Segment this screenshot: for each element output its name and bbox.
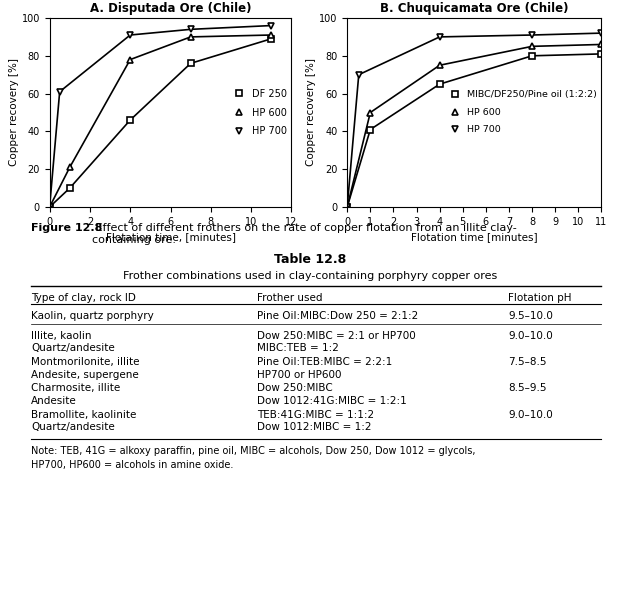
Text: 8.5–9.5: 8.5–9.5 [508,383,547,394]
Text: 9.5–10.0: 9.5–10.0 [508,311,553,322]
Title: A. Disputada Ore (Chile): A. Disputada Ore (Chile) [90,2,251,16]
HP 600 [343,203,351,211]
HP 700 [355,71,363,79]
HP 600 [46,203,53,211]
Text: Pine Oil:TEB:MIBC = 2:2:1: Pine Oil:TEB:MIBC = 2:2:1 [257,357,392,367]
DF 250 [66,185,74,192]
HP 700 [126,31,134,38]
HP 600 [366,109,374,116]
MIBC/DF250/Pine oil (1:2:2) [343,203,351,211]
Text: Table 12.8: Table 12.8 [274,253,346,266]
Text: Quartz/andesite: Quartz/andesite [31,422,115,433]
Text: Kaolin, quartz porphyry: Kaolin, quartz porphyry [31,311,154,322]
Text: Charmosite, illite: Charmosite, illite [31,383,120,394]
MIBC/DF250/Pine oil (1:2:2) [436,80,443,88]
Text: HP700 or HP600: HP700 or HP600 [257,370,342,380]
Text: 7.5–8.5: 7.5–8.5 [508,357,547,367]
Text: Bramollite, kaolinite: Bramollite, kaolinite [31,410,136,420]
HP 600 [528,43,536,50]
DF 250 [46,203,53,211]
Legend: DF 250, HP 600, HP 700: DF 250, HP 600, HP 700 [232,89,286,136]
HP 700 [46,203,53,211]
Text: Illite, kaolin: Illite, kaolin [31,331,92,341]
Title: B. Chuquicamata Ore (Chile): B. Chuquicamata Ore (Chile) [380,2,569,16]
Line: HP 600: HP 600 [46,32,275,211]
Text: Andesite, supergene: Andesite, supergene [31,370,139,380]
Text: TEB:41G:MIBC = 1:1:2: TEB:41G:MIBC = 1:1:2 [257,410,374,420]
Legend: MIBC/DF250/Pine oil (1:2:2), HP 600, HP 700: MIBC/DF250/Pine oil (1:2:2), HP 600, HP … [448,91,596,134]
Text: Figure 12.8: Figure 12.8 [31,223,102,233]
DF 250 [268,35,275,43]
Line: MIBC/DF250/Pine oil (1:2:2): MIBC/DF250/Pine oil (1:2:2) [343,50,605,211]
Text: Frother used: Frother used [257,293,323,303]
HP 700 [268,22,275,29]
HP 700 [187,26,195,33]
HP 600 [187,33,195,40]
Y-axis label: Copper recovery [%]: Copper recovery [%] [306,58,316,166]
Text: Flotation pH: Flotation pH [508,293,572,303]
HP 600 [66,164,74,171]
HP 700 [436,33,443,40]
Text: Note: TEB, 41G = alkoxy paraffin, pine oil, MIBC = alcohols, Dow 250, Dow 1012 =: Note: TEB, 41G = alkoxy paraffin, pine o… [31,446,476,470]
Line: HP 600: HP 600 [343,41,605,211]
HP 600 [268,31,275,38]
Text: Dow 250:MIBC: Dow 250:MIBC [257,383,333,394]
Text: Effect of different frothers on the rate of copper flotation from an illite clay: Effect of different frothers on the rate… [92,223,516,245]
HP 600 [126,56,134,63]
MIBC/DF250/Pine oil (1:2:2) [528,52,536,59]
Text: Dow 250:MIBC = 2:1 or HP700: Dow 250:MIBC = 2:1 or HP700 [257,331,416,341]
MIBC/DF250/Pine oil (1:2:2) [598,50,605,58]
Text: 9.0–10.0: 9.0–10.0 [508,410,553,420]
Line: HP 700: HP 700 [46,22,275,211]
Text: Quartz/andesite: Quartz/andesite [31,343,115,353]
Text: MIBC:TEB = 1:2: MIBC:TEB = 1:2 [257,343,339,353]
Text: Andesite: Andesite [31,396,77,406]
X-axis label: Flotation time [minutes]: Flotation time [minutes] [411,232,538,242]
Line: HP 700: HP 700 [343,29,605,211]
MIBC/DF250/Pine oil (1:2:2) [366,126,374,133]
HP 700 [343,203,351,211]
X-axis label: Flotation time, [minutes]: Flotation time, [minutes] [105,232,236,242]
Text: Frother combinations used in clay-containing porphyry copper ores: Frother combinations used in clay-contai… [123,271,497,281]
Text: 9.0–10.0: 9.0–10.0 [508,331,553,341]
Line: DF 250: DF 250 [46,35,275,211]
Y-axis label: Copper recovery [%]: Copper recovery [%] [9,58,19,166]
DF 250 [126,116,134,124]
Text: Type of clay, rock ID: Type of clay, rock ID [31,293,136,303]
HP 700 [598,29,605,37]
HP 600 [436,62,443,69]
Text: Montmorilonite, illite: Montmorilonite, illite [31,357,140,367]
Text: Pine Oil:MIBC:Dow 250 = 2:1:2: Pine Oil:MIBC:Dow 250 = 2:1:2 [257,311,419,322]
DF 250 [187,60,195,67]
Text: Dow 1012:41G:MIBC = 1:2:1: Dow 1012:41G:MIBC = 1:2:1 [257,396,407,406]
HP 700 [528,31,536,38]
Text: Dow 1012:MIBC = 1:2: Dow 1012:MIBC = 1:2 [257,422,372,433]
HP 700 [56,88,63,95]
HP 600 [598,41,605,48]
